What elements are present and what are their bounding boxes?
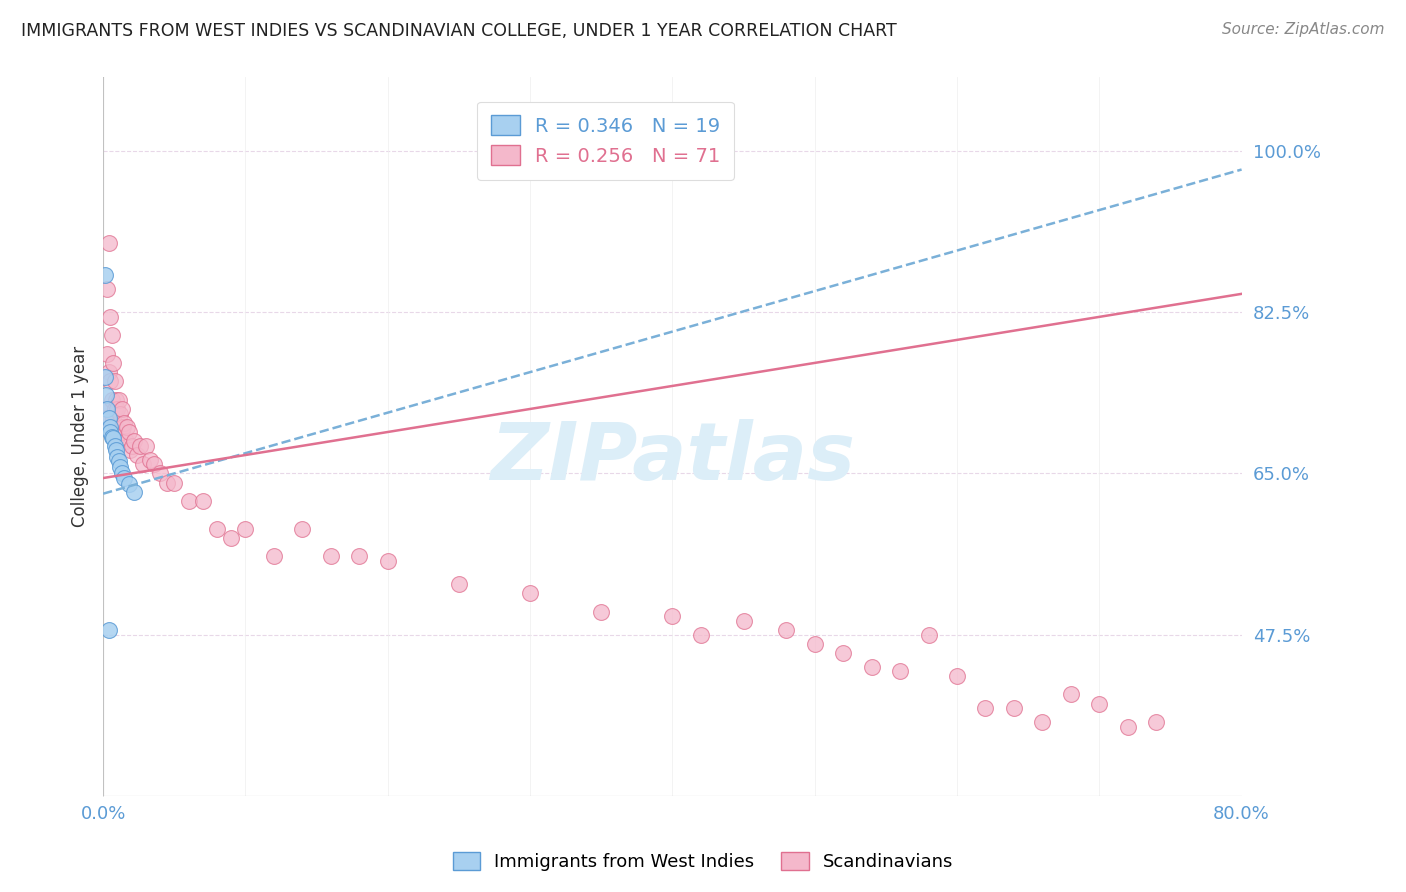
Point — [946, 669, 969, 683]
Point — [115, 434, 138, 449]
Point — [97, 236, 120, 251]
Point — [112, 420, 135, 434]
Point — [107, 454, 129, 468]
Point — [377, 554, 399, 568]
Point — [974, 701, 997, 715]
Point — [124, 484, 146, 499]
Point — [447, 577, 470, 591]
Point — [349, 549, 371, 564]
Point — [105, 429, 128, 443]
Point — [104, 392, 127, 407]
Point — [132, 457, 155, 471]
Text: IMMIGRANTS FROM WEST INDIES VS SCANDINAVIAN COLLEGE, UNDER 1 YEAR CORRELATION CH: IMMIGRANTS FROM WEST INDIES VS SCANDINAV… — [21, 22, 897, 40]
Point — [143, 457, 166, 471]
Point — [803, 637, 825, 651]
Text: Source: ZipAtlas.com: Source: ZipAtlas.com — [1222, 22, 1385, 37]
Point — [101, 411, 124, 425]
Point — [108, 407, 131, 421]
Point — [156, 475, 179, 490]
Point — [205, 522, 228, 536]
Point — [96, 401, 118, 416]
Point — [917, 627, 939, 641]
Point — [96, 347, 118, 361]
Point — [117, 420, 139, 434]
Point — [1088, 697, 1111, 711]
Point — [163, 475, 186, 490]
Point — [860, 660, 883, 674]
Point — [97, 365, 120, 379]
Point — [93, 401, 115, 416]
Point — [129, 439, 152, 453]
Point — [124, 434, 146, 449]
Point — [1144, 715, 1167, 730]
Point — [107, 392, 129, 407]
Point — [111, 425, 134, 439]
Point — [118, 425, 141, 439]
Point — [121, 439, 143, 453]
Point — [519, 586, 541, 600]
Point — [104, 443, 127, 458]
Point — [591, 605, 613, 619]
Point — [120, 443, 142, 458]
Point — [101, 432, 124, 446]
Point — [100, 429, 122, 443]
Point — [1031, 715, 1053, 730]
Point — [114, 471, 136, 485]
Point — [263, 549, 285, 564]
Legend: R = 0.346   N = 19, R = 0.256   N = 71: R = 0.346 N = 19, R = 0.256 N = 71 — [477, 102, 734, 179]
Y-axis label: College, Under 1 year: College, Under 1 year — [72, 346, 89, 527]
Point — [94, 411, 117, 425]
Point — [135, 439, 157, 453]
Point — [139, 452, 162, 467]
Point — [104, 420, 127, 434]
Point — [191, 494, 214, 508]
Point — [111, 401, 134, 416]
Point — [93, 268, 115, 283]
Point — [114, 416, 136, 430]
Point — [103, 401, 125, 416]
Point — [103, 375, 125, 389]
Point — [149, 467, 172, 481]
Point — [177, 494, 200, 508]
Point — [661, 609, 683, 624]
Point — [98, 425, 121, 439]
Point — [101, 356, 124, 370]
Point — [319, 549, 342, 564]
Point — [98, 310, 121, 324]
Point — [235, 522, 257, 536]
Point — [103, 439, 125, 453]
Point — [889, 665, 911, 679]
Point — [775, 623, 797, 637]
Point — [93, 369, 115, 384]
Point — [689, 627, 711, 641]
Point — [1002, 701, 1025, 715]
Point — [100, 328, 122, 343]
Point — [111, 466, 134, 480]
Point — [832, 646, 855, 660]
Point — [97, 411, 120, 425]
Point — [105, 450, 128, 464]
Point — [291, 522, 314, 536]
Point — [1060, 688, 1083, 702]
Point — [98, 420, 121, 434]
Point — [118, 477, 141, 491]
Legend: Immigrants from West Indies, Scandinavians: Immigrants from West Indies, Scandinavia… — [446, 845, 960, 879]
Point — [94, 388, 117, 402]
Text: ZIPatlas: ZIPatlas — [489, 419, 855, 497]
Point — [219, 531, 242, 545]
Point — [127, 448, 149, 462]
Point — [97, 623, 120, 637]
Point — [100, 392, 122, 407]
Point — [1116, 720, 1139, 734]
Point — [98, 375, 121, 389]
Point — [733, 614, 755, 628]
Point — [96, 282, 118, 296]
Point — [108, 460, 131, 475]
Point — [105, 401, 128, 416]
